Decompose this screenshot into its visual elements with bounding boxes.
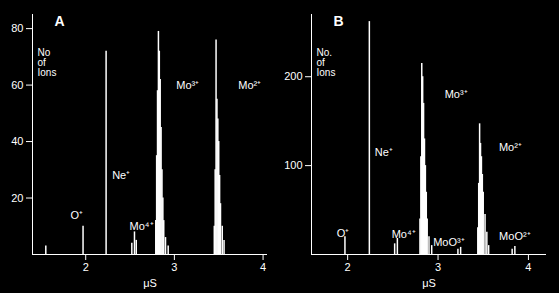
svg-text:2: 2 (83, 261, 89, 273)
svg-text:3: 3 (171, 261, 177, 273)
svg-text:60: 60 (11, 79, 23, 91)
svg-text:Mo³⁺: Mo³⁺ (445, 88, 468, 100)
svg-text:Mo⁴⁺: Mo⁴⁺ (130, 220, 154, 232)
svg-text:MoO³⁺: MoO³⁺ (433, 236, 465, 248)
svg-text:Ne⁺: Ne⁺ (375, 146, 393, 158)
svg-text:20: 20 (11, 192, 23, 204)
svg-text:40: 40 (11, 135, 23, 147)
svg-text:O⁺: O⁺ (71, 208, 84, 220)
svg-text:Mo²⁺: Mo²⁺ (238, 79, 261, 91)
svg-text:100: 100 (284, 159, 302, 171)
svg-text:4: 4 (525, 261, 531, 273)
svg-text:MoO²⁺: MoO²⁺ (499, 230, 530, 242)
svg-text:μS: μS (422, 277, 436, 289)
svg-text:3: 3 (435, 261, 441, 273)
svg-text:A: A (55, 13, 65, 29)
svg-text:Ne⁺: Ne⁺ (112, 169, 130, 181)
svg-text:Mo³⁺: Mo³⁺ (176, 79, 199, 91)
svg-text:2: 2 (345, 261, 351, 273)
svg-text:No.ofIons: No.ofIons (317, 47, 336, 78)
svg-text:80: 80 (11, 22, 23, 34)
svg-text:NoofIons: NoofIons (38, 47, 57, 78)
svg-text:B: B (334, 13, 344, 29)
svg-text:O⁺: O⁺ (337, 227, 350, 239)
svg-text:Mo²⁺: Mo²⁺ (499, 141, 522, 153)
svg-text:4: 4 (260, 261, 266, 273)
svg-text:200: 200 (284, 70, 302, 82)
svg-text:Mo⁴⁺: Mo⁴⁺ (392, 228, 416, 240)
svg-text:μS: μS (143, 277, 157, 289)
